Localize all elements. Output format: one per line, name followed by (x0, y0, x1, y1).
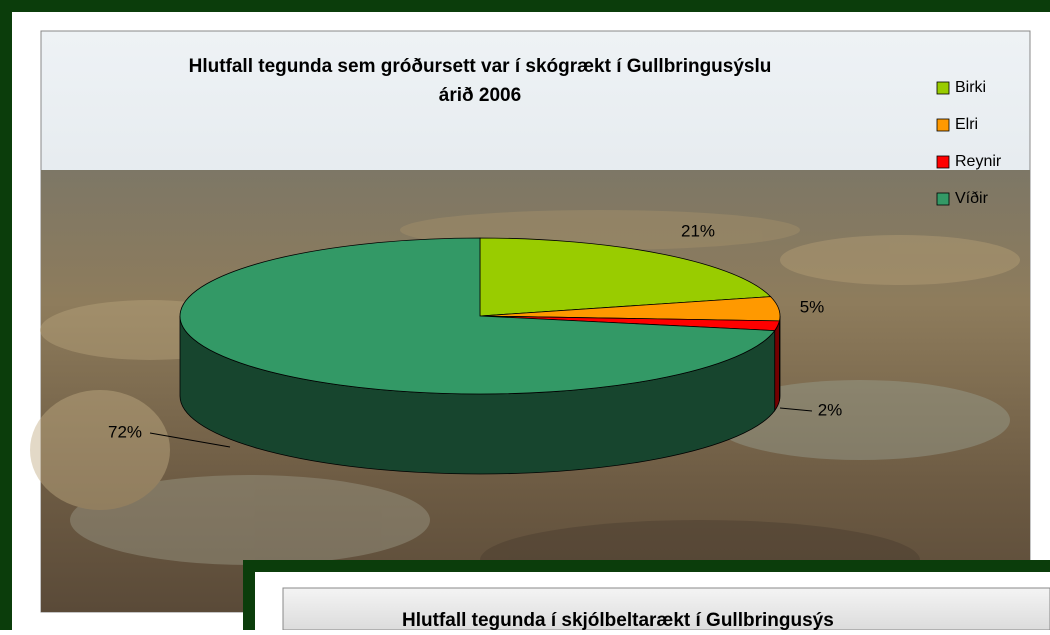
leader-line (149, 432, 231, 448)
pie-slice-side (774, 320, 780, 412)
second-chart-plot-area (282, 587, 1050, 630)
legend-label: Elri (955, 116, 978, 133)
data-label: 5% (800, 297, 825, 316)
pie-slice (479, 237, 772, 317)
legend-swatch (936, 155, 950, 169)
leader-line (779, 407, 813, 412)
chart-title: Hlutfall tegunda sem gróðursett var í sk… (188, 56, 772, 106)
legend-swatch (936, 192, 950, 206)
legend: Birki Elri Reynir Víðir (936, 79, 1002, 207)
legend-swatch (936, 81, 950, 95)
second-chart-title: Hlutfall tegunda í skjólbeltarækt í Gull… (402, 610, 834, 631)
pie-slice (179, 237, 776, 395)
data-label: 2% (818, 400, 843, 419)
data-label: 21% (681, 221, 715, 240)
legend-label: Víðir (955, 190, 989, 207)
legend-label: Reynir (955, 153, 1002, 170)
pie: 21% 5% 2% 72% (108, 221, 843, 475)
legend-label: Birki (955, 79, 986, 96)
data-label: 72% (108, 422, 142, 441)
legend-swatch (936, 118, 950, 132)
